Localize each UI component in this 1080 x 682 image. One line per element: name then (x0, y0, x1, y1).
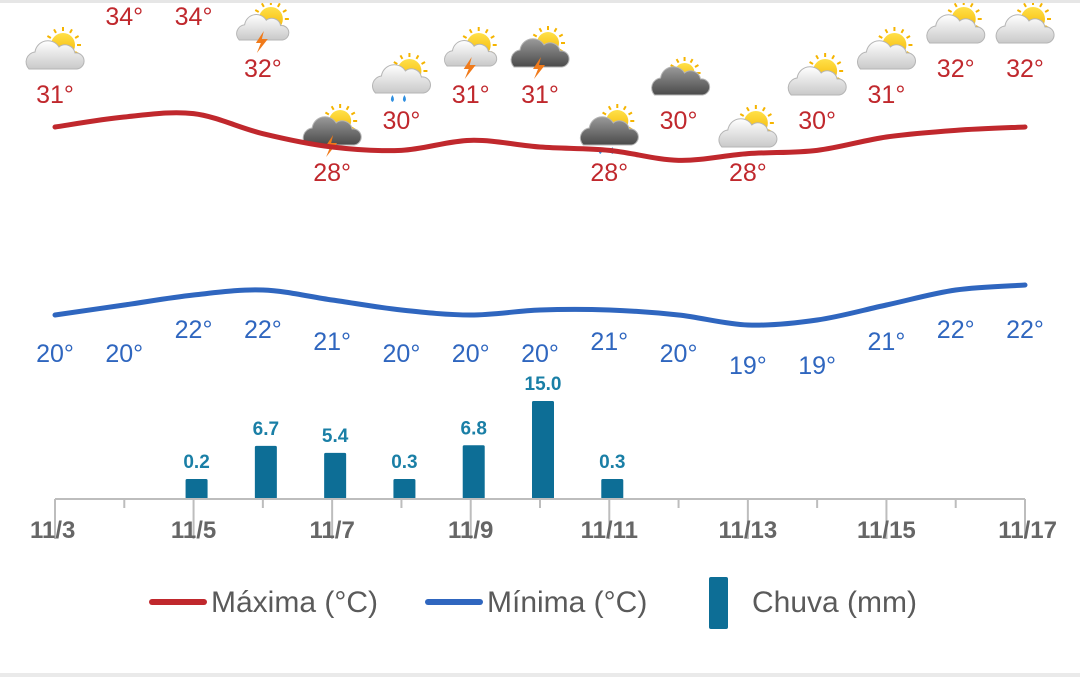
top-divider (0, 0, 1080, 3)
cloud-icon (651, 57, 711, 96)
x-axis: 11/3 11/5 11/7 11/9 11/11 11/13 11/15 11/17 (30, 498, 1057, 544)
max-temp-label: 31° (36, 81, 74, 109)
max-temp-label: 32° (937, 55, 975, 83)
partly-cloudy-icon (995, 1, 1055, 44)
min-temp-label: 22° (937, 316, 975, 344)
rain-label: 6.8 (461, 418, 487, 439)
x-tick-label: 11/11 (581, 517, 638, 544)
legend-min-label: Mínima (°C) (487, 586, 647, 619)
max-temp-label: 34° (105, 3, 143, 31)
x-tick-label: 11/5 (171, 517, 216, 544)
max-temp-line (52, 110, 1028, 163)
min-temp-label: 20° (660, 340, 698, 368)
max-temp-label: 28° (590, 159, 628, 187)
max-temp-label: 30° (660, 107, 698, 135)
thunder-sun-icon (443, 27, 498, 79)
min-temp-label: 20° (452, 340, 490, 368)
min-temp-label: 20° (521, 340, 559, 368)
max-temp-label: 34° (175, 3, 213, 31)
min-temp-label: 19° (729, 352, 767, 380)
max-temp-label: 31° (521, 81, 559, 109)
min-temp-label: 22° (175, 316, 213, 344)
rain-label: 5.4 (322, 426, 349, 447)
partly-cloudy-icon (718, 105, 778, 148)
legend-rain-label: Chuva (mm) (752, 586, 917, 619)
rain-bar (462, 445, 485, 499)
partly-cloudy-icon (857, 27, 916, 70)
max-temp-label: 31° (452, 81, 490, 109)
min-temp-line (52, 282, 1028, 328)
rain-label: 6.7 (253, 419, 279, 440)
thunderstorm-icon (510, 26, 570, 79)
max-temp-label: 30° (798, 107, 836, 135)
min-series: 20° 20° 22° 22° 21° 20° 20° 20° 21° 20° 19° 19° 21° 2… (36, 282, 1044, 380)
min-temp-label: 22° (1006, 316, 1044, 344)
max-series: 31° 34° 34° 32° 28° 30° 31° 31° 28° 30° 28° 30° 31° 3… (36, 3, 1044, 187)
weather-icons (25, 0, 1055, 157)
min-temp-label: 22° (244, 316, 282, 344)
bottom-divider (0, 673, 1080, 677)
rain-label: 0.3 (391, 452, 417, 473)
x-tick-label: 11/7 (309, 517, 354, 544)
x-tick-label: 11/3 (30, 517, 75, 544)
rain-bar (532, 401, 554, 499)
x-tick-label: 11/15 (857, 517, 916, 544)
max-temp-label: 28° (313, 159, 351, 187)
max-temp-label: 32° (1006, 55, 1044, 83)
x-tick-label: 11/17 (998, 517, 1057, 544)
min-temp-label: 20° (36, 340, 74, 368)
rain-series: 0.2 6.7 5.4 0.3 6.8 15.0 0.3 (183, 374, 625, 499)
min-temp-label: 21° (590, 328, 628, 356)
min-temp-label: 20° (105, 340, 143, 368)
max-temp-label: 32° (244, 55, 282, 83)
rain-label: 15.0 (525, 374, 562, 395)
max-temp-label: 28° (729, 159, 767, 187)
rain-bar (601, 479, 624, 499)
rain-bar (254, 445, 277, 499)
rain-bar (393, 479, 416, 499)
min-temp-label: 19° (798, 352, 836, 380)
partly-cloudy-icon (25, 27, 85, 70)
rain-bar (185, 479, 208, 499)
max-temp-label: 31° (868, 81, 906, 109)
legend: Máxima (°C) Mínima (°C) Chuva (mm) (149, 577, 917, 629)
min-temp-label: 20° (383, 340, 421, 368)
rain-label: 0.3 (599, 452, 625, 473)
rain-sun-icon (372, 53, 431, 102)
rain-label: 0.2 (183, 452, 209, 473)
thunder-sun-icon (236, 1, 290, 53)
min-temp-label: 21° (868, 328, 906, 356)
x-tick-label: 11/9 (448, 517, 493, 544)
partly-cloudy-icon (787, 53, 847, 96)
x-tick-label: 11/13 (718, 517, 777, 544)
legend-max-label: Máxima (°C) (211, 586, 378, 619)
min-temp-label: 21° (313, 328, 351, 356)
rain-bar (324, 452, 347, 499)
legend-rain-swatch (709, 577, 728, 629)
max-temp-label: 30° (383, 107, 421, 135)
partly-cloudy-icon (926, 1, 986, 44)
rain-icon (579, 104, 639, 154)
